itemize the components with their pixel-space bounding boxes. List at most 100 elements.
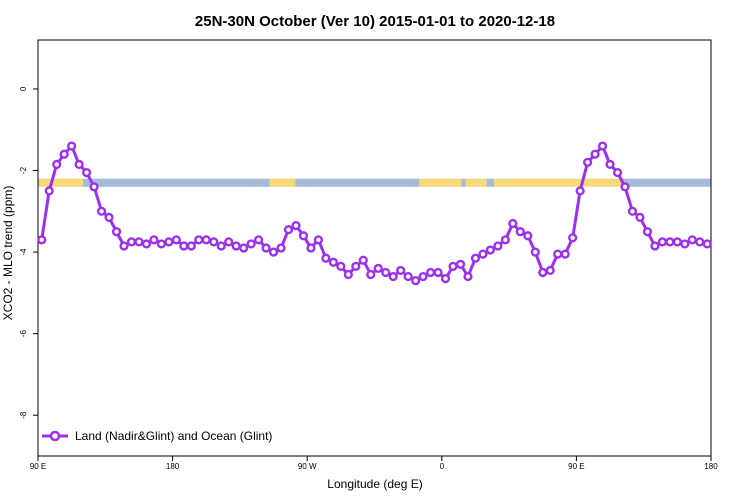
data-point — [366, 269, 376, 280]
data-point — [560, 249, 570, 259]
data-point — [433, 267, 443, 278]
data-point — [216, 241, 226, 251]
x-tick-label: 180 — [166, 462, 180, 471]
band-segment-ocean — [621, 178, 711, 187]
data-point — [590, 149, 600, 159]
data-point — [665, 237, 675, 247]
data-point — [306, 243, 316, 253]
data-point — [89, 182, 99, 192]
data-point — [268, 247, 279, 257]
data-point — [702, 239, 712, 249]
data-point — [358, 255, 368, 265]
data-point — [657, 237, 667, 247]
data-point — [96, 206, 107, 216]
data-point — [508, 218, 518, 229]
y-axis: 0 -2 -4 -6 -8 — [19, 86, 38, 419]
data-point — [403, 271, 413, 282]
data-point — [493, 241, 503, 251]
data-point — [111, 227, 122, 237]
legend-label: Land (Nadir&Glint) and Ocean (Glint) — [75, 429, 272, 443]
data-point — [283, 225, 294, 235]
data-point — [373, 263, 383, 273]
data-point — [545, 265, 555, 276]
data-point — [104, 212, 114, 223]
data-point — [67, 141, 77, 151]
data-point — [553, 249, 563, 259]
data-point — [291, 220, 301, 231]
data-point — [336, 261, 346, 271]
data-point — [119, 241, 129, 251]
data-point — [328, 257, 338, 267]
data-point — [672, 237, 682, 247]
data-point — [44, 186, 54, 196]
data-point — [164, 237, 174, 247]
y-tick-label: -8 — [19, 411, 28, 419]
data-point — [597, 141, 608, 151]
legend-marker — [49, 430, 61, 442]
data-point — [463, 271, 473, 282]
data-point — [351, 261, 361, 271]
data-point — [224, 237, 234, 247]
data-point — [209, 237, 219, 247]
data-point — [253, 235, 264, 245]
data-point — [186, 241, 196, 251]
data-point — [313, 235, 324, 245]
data-point — [470, 253, 481, 263]
x-tick-label: 0 — [440, 462, 445, 471]
data-point — [612, 167, 623, 178]
plot-frame — [37, 39, 712, 457]
data-point — [179, 241, 189, 251]
data-point — [239, 243, 249, 253]
data-point — [568, 233, 578, 243]
data-point — [231, 241, 241, 251]
data-point — [82, 167, 92, 178]
chart-title: 25N-30N October (Ver 10) 2015-01-01 to 2… — [195, 13, 555, 30]
data-point — [485, 245, 496, 255]
data-point — [523, 231, 533, 241]
data-point — [695, 237, 705, 247]
data-point — [642, 227, 653, 237]
data-point — [276, 243, 286, 253]
data-point — [149, 235, 159, 245]
x-tick-label: 180 — [704, 462, 718, 471]
data-point — [635, 212, 645, 223]
y-tick-label: -2 — [19, 166, 28, 174]
y-tick-label: -6 — [19, 330, 28, 338]
band-segment-land — [494, 178, 622, 187]
data-point — [171, 235, 181, 245]
data-point — [530, 247, 540, 257]
series-layer — [37, 141, 712, 286]
data-point — [321, 253, 331, 263]
band-segment-ocean — [295, 178, 420, 187]
x-tick-label: 90 W — [298, 462, 317, 471]
data-point — [381, 267, 391, 278]
data-point — [388, 271, 398, 282]
y-tick-label: -4 — [19, 248, 28, 256]
band-segment-land — [269, 178, 296, 187]
legend: Land (Nadir&Glint) and Ocean (Glint) — [42, 429, 272, 443]
data-point — [411, 276, 421, 286]
data-point — [605, 159, 615, 169]
band-segment-land — [419, 178, 462, 187]
data-point — [246, 239, 256, 249]
band-segment-ocean — [461, 178, 466, 187]
data-point — [194, 235, 204, 245]
data-point — [59, 149, 69, 159]
data-point — [134, 237, 144, 247]
data-point — [201, 235, 211, 245]
data-point — [52, 159, 62, 169]
data-point — [538, 267, 548, 278]
data-point — [126, 237, 137, 247]
data-point — [687, 235, 697, 245]
land-ocean-band — [38, 178, 711, 187]
x-axis-label: Longitude (deg E) — [327, 477, 422, 491]
data-point — [627, 206, 638, 216]
x-axis: 90 E 180 90 W 0 90 E 180 — [30, 456, 718, 471]
data-point — [478, 249, 488, 259]
data-point — [650, 241, 660, 251]
data-point — [515, 227, 525, 237]
data-point — [455, 259, 466, 269]
y-axis-label: XCO2 - MLO trend (ppm) — [1, 186, 15, 321]
